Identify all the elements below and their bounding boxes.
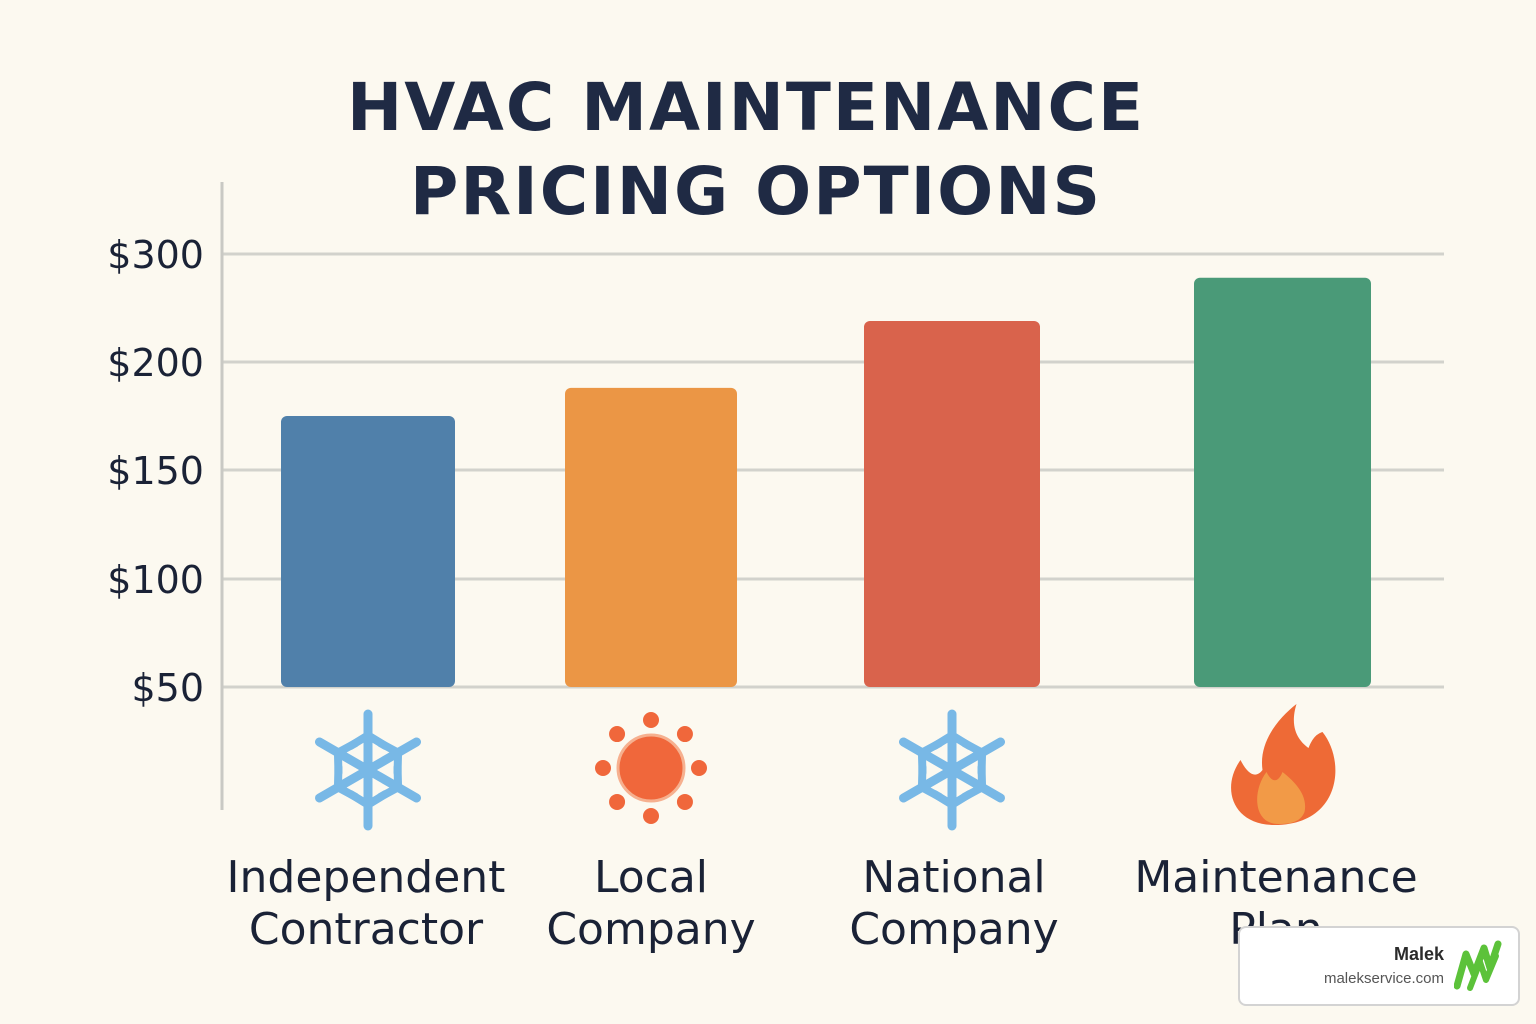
bar <box>1194 277 1371 687</box>
y-tick-label: $200 <box>107 341 204 385</box>
brand-name: Malek <box>1393 944 1444 964</box>
y-tick-label: $100 <box>107 558 204 602</box>
sun-icon <box>595 712 707 824</box>
y-tick-label: $50 <box>131 666 204 710</box>
brand-badge[interactable]: Malek malekservice.com <box>1238 926 1520 1006</box>
category-label: Local <box>594 852 708 903</box>
brand-url[interactable]: malekservice.com <box>1323 970 1444 987</box>
bar <box>281 416 455 687</box>
category-label: National <box>862 852 1045 903</box>
snowflake-icon <box>315 709 421 831</box>
y-tick-label: $300 <box>107 233 204 277</box>
flame-icon <box>1231 704 1336 825</box>
snowflake-icon <box>899 709 1005 831</box>
bar <box>864 320 1040 687</box>
category-label: Contractor <box>249 904 484 955</box>
category-label: Company <box>546 904 755 955</box>
chart-title-line-1: HVAC MAINTENANCE <box>347 69 1145 146</box>
brand-logo-icon <box>1454 940 1502 991</box>
bar <box>565 387 737 687</box>
chart-title-line-2: PRICING OPTIONS <box>410 153 1102 230</box>
category-label: Company <box>849 904 1058 955</box>
category-label: Independent <box>227 852 506 903</box>
category-label: Maintenance <box>1134 852 1417 903</box>
y-tick-label: $150 <box>107 449 204 493</box>
